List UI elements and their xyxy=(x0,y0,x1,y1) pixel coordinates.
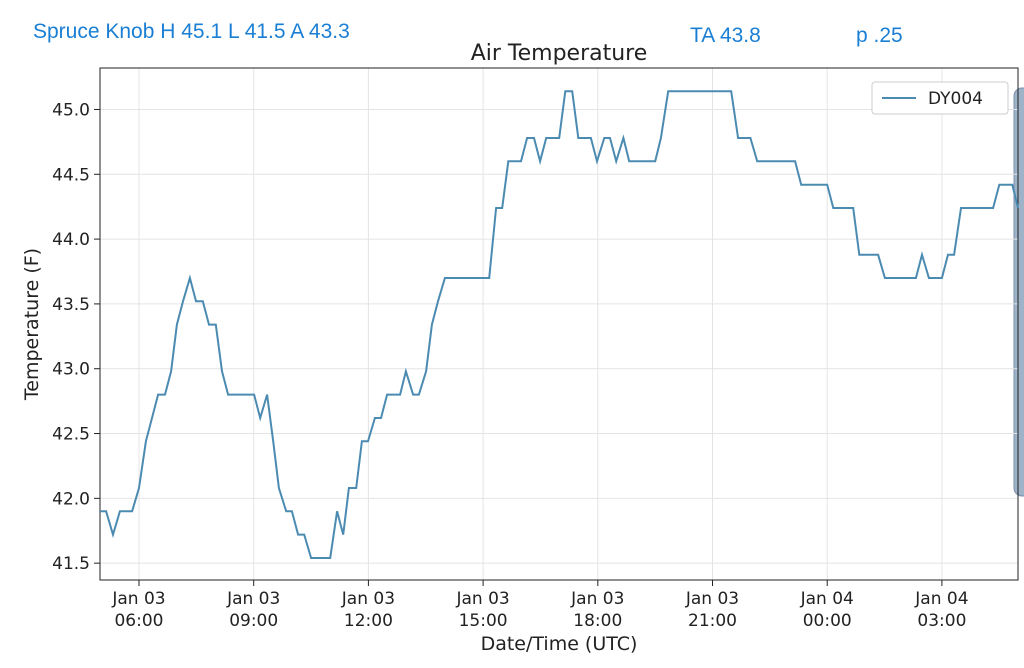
y-tick-label: 44.5 xyxy=(52,165,90,185)
x-tick-label: Jan 04 00:00 xyxy=(800,589,854,631)
y-tick-label: 44.0 xyxy=(52,230,90,250)
y-tick-label: 43.5 xyxy=(52,295,90,315)
x-tick-label: Jan 03 09:00 xyxy=(226,589,280,631)
x-tick-label: Jan 04 03:00 xyxy=(914,589,968,631)
data-line xyxy=(100,90,1019,559)
ta-value: TA 43.8 xyxy=(690,24,761,47)
x-tick-label: Jan 03 12:00 xyxy=(341,589,395,631)
station-summary: Spruce Knob H 45.1 L 41.5 A 43.3 xyxy=(33,20,350,43)
y-tick-label: 42.5 xyxy=(52,425,90,445)
x-tick-label: Jan 03 15:00 xyxy=(455,589,509,631)
y-axis-label: Temperature (F) xyxy=(21,248,43,401)
y-tick-label: 41.5 xyxy=(52,554,90,574)
y-tick-label: 43.0 xyxy=(52,360,90,380)
legend-box xyxy=(871,81,1009,115)
y-tick-label: 45.0 xyxy=(52,100,90,120)
p-value: p .25 xyxy=(856,24,903,47)
x-tick-label: Jan 03 18:00 xyxy=(570,589,624,631)
y-tick-label: 42.0 xyxy=(52,489,90,509)
chart-title: Air Temperature xyxy=(471,41,648,66)
plot-frame xyxy=(99,67,1019,581)
scroll-handle[interactable] xyxy=(1013,87,1024,497)
x-tick-label: Jan 03 21:00 xyxy=(685,589,739,631)
x-axis-label: Date/Time (UTC) xyxy=(481,633,638,655)
x-tick-label: Jan 03 06:00 xyxy=(111,589,165,631)
legend-label: DY004 xyxy=(928,89,983,109)
